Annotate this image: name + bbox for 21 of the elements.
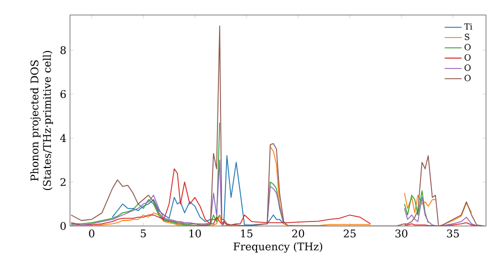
legend-label: S [464, 34, 470, 40]
x-tick-label: 15 [241, 230, 252, 238]
x-tick-label: 0 [89, 230, 94, 238]
x-tick-label: 25 [344, 230, 356, 238]
x-axis-title: Frequency (THz) [234, 242, 322, 253]
x-tick-label: 35 [447, 230, 459, 238]
legend-label: O [464, 54, 471, 61]
y-axis-title: Phonon projected DOS (States/THz·primitive cell) [30, 50, 53, 190]
y-tick-label: 8 [60, 46, 66, 54]
legend-label: O [464, 44, 471, 50]
y-tick-label: 0 [60, 222, 66, 230]
legend-label: O [464, 74, 471, 82]
legend-label: O [464, 64, 471, 71]
y-tick-label: 2 [60, 178, 66, 186]
y-tick-label: 6 [60, 90, 66, 98]
legend-label: Ti [464, 23, 472, 30]
x-tick-label: 5 [140, 230, 146, 238]
x-tick-label: 10 [190, 230, 201, 238]
y-tick-label: 4 [60, 134, 66, 142]
x-tick-label: 30 [395, 230, 408, 238]
x-tick-label: 20 [292, 230, 304, 238]
